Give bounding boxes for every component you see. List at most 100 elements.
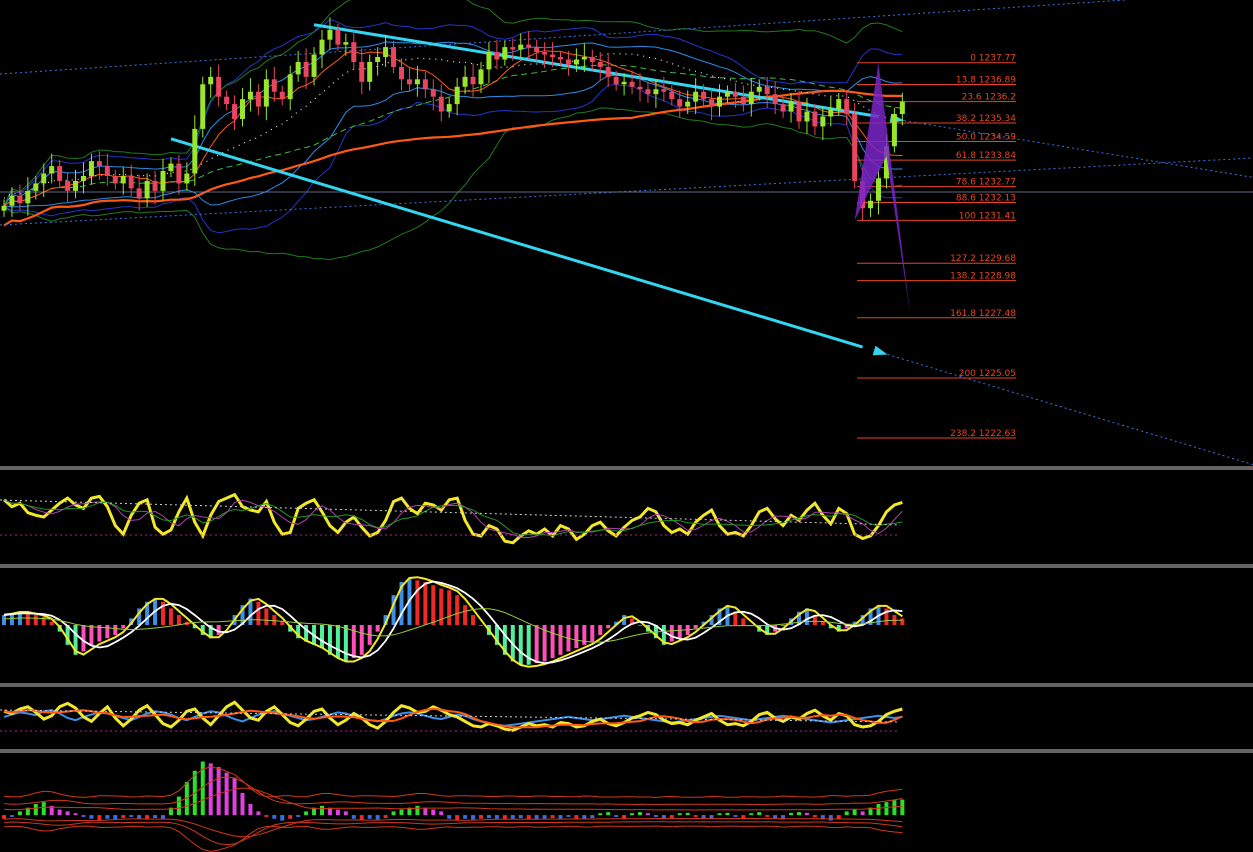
oscillator-panel-2 [0,700,903,732]
histogram-bar [566,815,571,817]
histogram-bar [113,815,118,820]
histogram-bar [486,815,491,819]
histogram-bar [455,815,460,821]
histogram-bar [399,809,404,816]
macd-bar [304,625,309,642]
candle-body [740,96,746,105]
macd-bar [327,625,332,655]
macd-bar [208,625,213,639]
candle-body [430,89,436,97]
macd-bar [733,611,738,625]
macd-bar [471,615,476,625]
macd-bar [494,625,499,645]
candle-body [160,171,166,191]
candle-body [327,29,333,40]
macd-bar [630,618,635,625]
histogram-bar [757,812,762,816]
histogram-bar [574,815,579,819]
candle-body [558,57,563,60]
channel-extension [887,354,1253,466]
level-line [0,709,901,723]
candle-body [534,47,540,53]
macd-signal-line [3,580,903,665]
price-panel: 0 1237.77 13.8 1236.89 23.6 1236.2 38.2 123… [0,0,1253,466]
candle-body [446,104,452,112]
histogram-bar [121,815,126,819]
candle-body [232,104,238,119]
candle-body [669,91,675,100]
histogram-bar [900,799,905,816]
candle-body [224,96,230,105]
candle-body [240,99,245,119]
candle-body [573,59,579,65]
candle-body [502,47,508,60]
candle-body [510,47,516,50]
histogram-bar [327,807,332,816]
candle-body [883,146,889,179]
macd-bar [868,608,873,625]
candle-body [375,57,381,62]
candle-body [550,54,556,58]
candle-body [589,57,595,62]
macd-bar [606,625,611,629]
histogram-bar [709,815,714,819]
histogram-bar [439,811,444,816]
candle-body [637,86,643,90]
candle-body [621,81,627,85]
candle-body [494,52,500,60]
histogram-bar [304,811,309,816]
macd-bar [25,613,30,625]
envelope-line [3,787,903,811]
histogram-bar [288,815,293,819]
candle-body [828,109,834,117]
histogram-bar [645,813,650,816]
histogram-bar [65,811,70,816]
oscillator-line [3,700,903,732]
histogram-bar [256,811,261,816]
candle-body [876,178,881,201]
macd-bar [781,625,786,626]
candle-body [200,84,206,129]
candle-body [836,99,842,110]
histogram-bar [582,815,587,820]
histogram-bar [598,813,603,816]
histogram-bar [828,815,833,821]
macd-bar [820,621,825,625]
macd-bar [375,625,380,632]
histogram-bar [653,815,658,817]
parabolic-sar-line [3,53,903,199]
macd-bar [320,625,324,649]
fib-level-label: 100 1231.41 [959,211,1016,221]
histogram-bar [49,805,54,816]
candle-body [804,111,810,122]
envelope-line [3,776,903,806]
histogram-bar [25,807,30,816]
candle-body [518,44,524,50]
fib-level-label: 23.6 1236.2 [962,93,1016,103]
fib-level-label: 0 1237.77 [970,54,1016,64]
candle-body [454,86,460,105]
candle-body [57,166,63,181]
candle-body [128,175,134,189]
candle-body [764,86,770,95]
histogram-bar [868,807,873,816]
candle-body [367,61,373,82]
candle-body [788,101,794,112]
macd-bar [622,615,627,625]
level-line [0,499,901,526]
histogram-bar [105,815,110,819]
candle-body [462,76,468,87]
macd-bar [701,621,706,625]
histogram-bar [447,815,452,819]
candle-body [279,91,285,100]
candle-body [9,195,15,206]
histogram-bar [510,815,515,819]
histogram-bar [836,815,841,819]
histogram-bar [852,809,857,816]
macd-bar [693,625,698,629]
candle-body [168,163,174,172]
histogram-bar [789,812,794,816]
macd-bar [97,625,102,642]
histogram-bar [17,811,22,816]
